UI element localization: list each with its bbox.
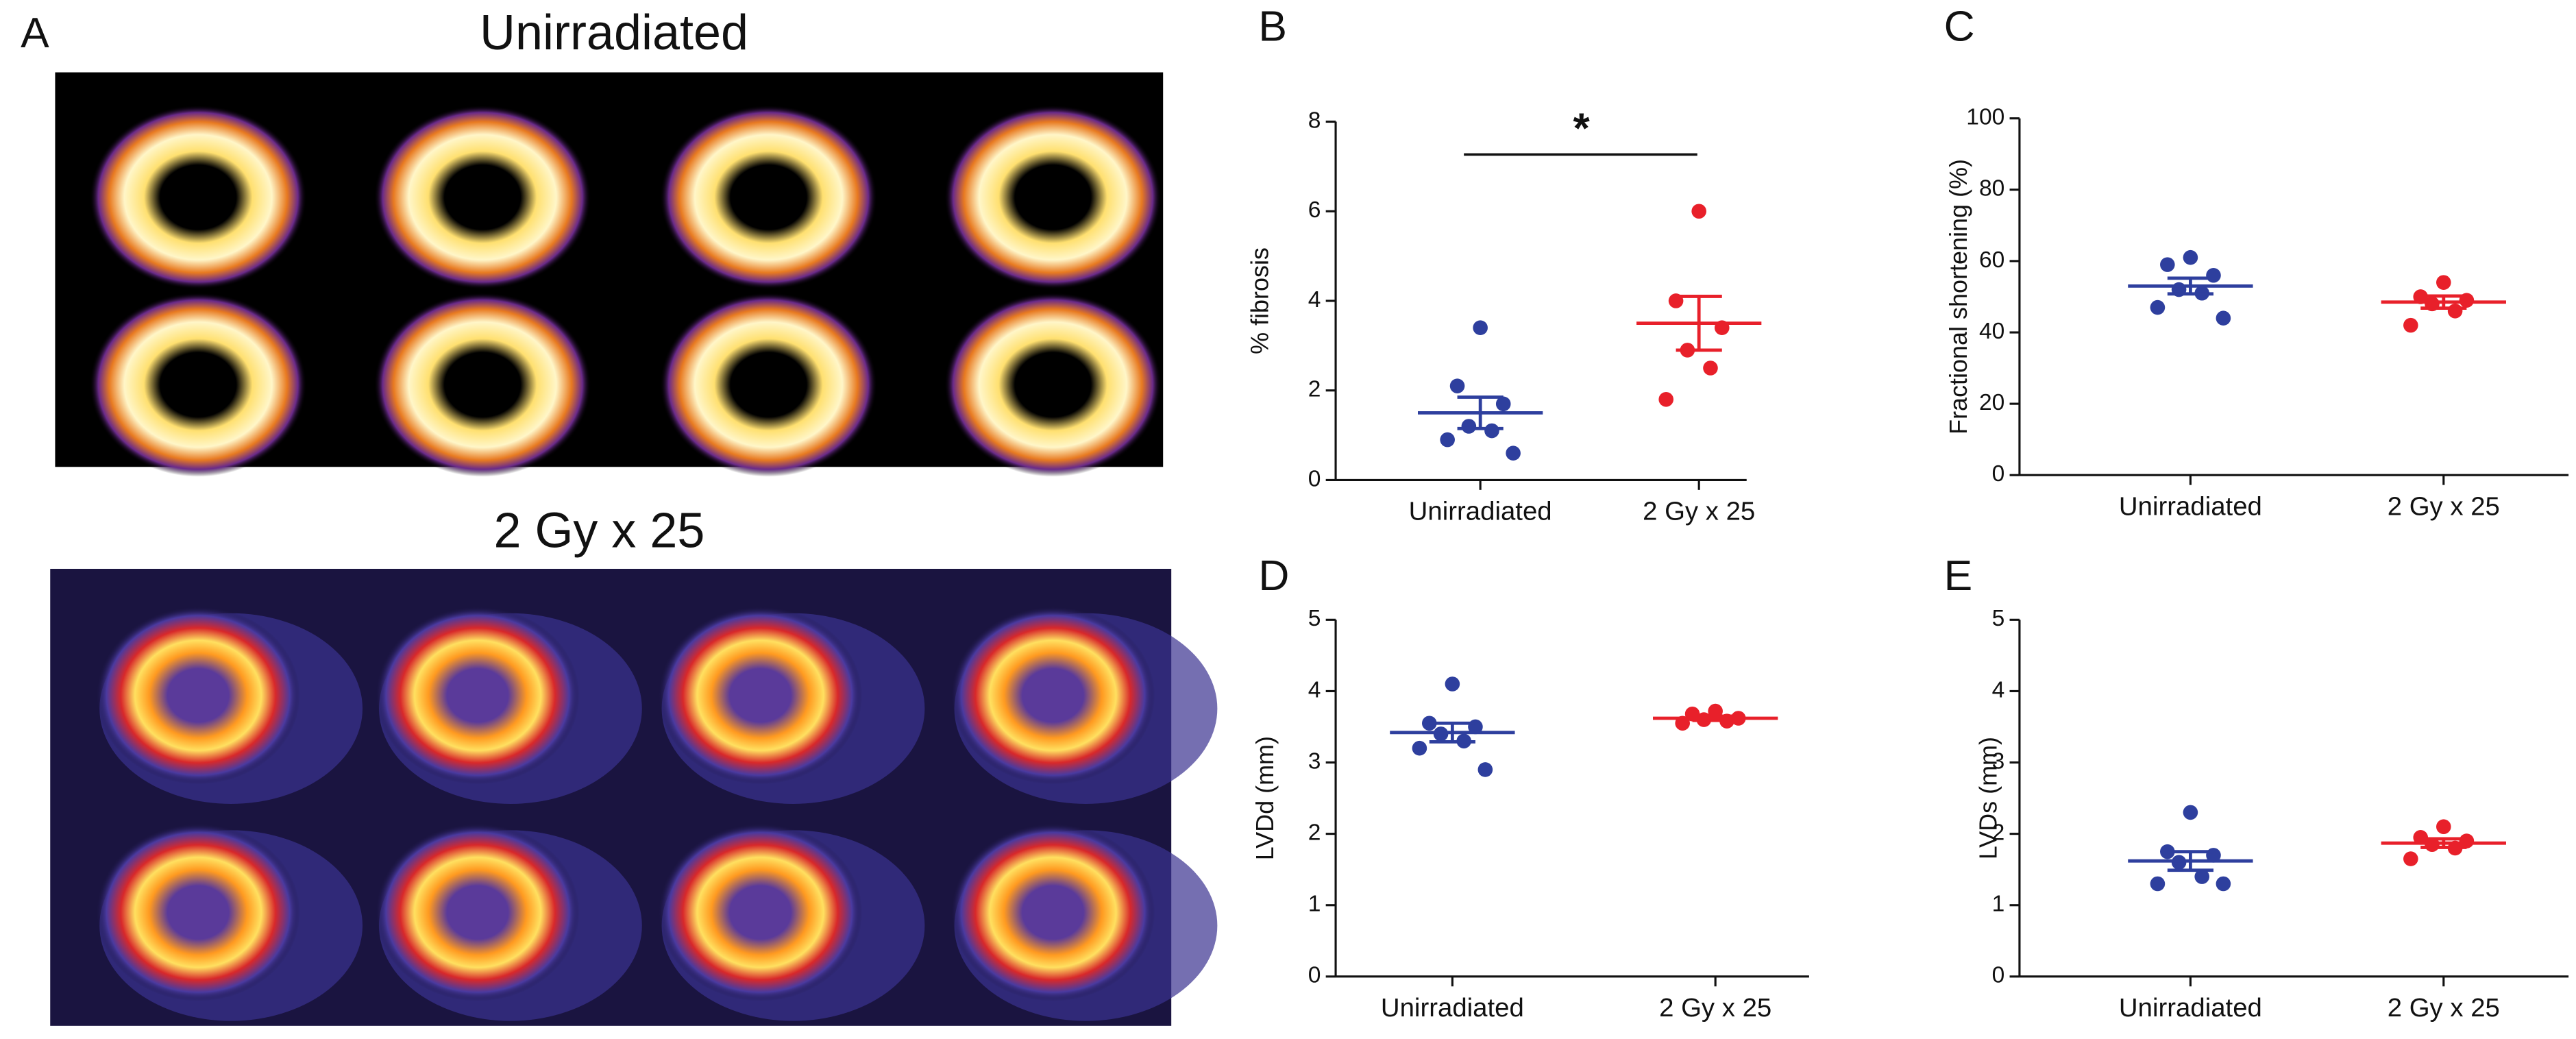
y-tick-label: 2 [1308,820,1321,846]
significance-mark: * [1573,105,1591,152]
y-tick-label: 100 [1966,105,2004,130]
x-tick-label: Unirradiated [2119,491,2262,521]
y-axis-label: % fibrosis [1246,247,1274,354]
heart-slice [950,823,1155,1001]
y-tick-label: 8 [1308,108,1321,133]
data-point [1703,360,1718,376]
heart-slice [658,823,863,1001]
data-point [2436,819,2451,835]
y-tick-label: 2 [1992,820,2005,846]
x-tick-label: 2 Gy x 25 [1659,993,1771,1023]
y-tick-label: 6 [1308,197,1321,223]
data-point [1691,204,1706,219]
heart-images [89,105,1218,1021]
y-axis-label: Fractional shortening (%) [1944,159,1972,435]
heart-slice [89,105,307,290]
y-tick-label: 4 [1308,677,1321,702]
y-tick-label: 0 [1308,963,1321,988]
panel-letter: B [1258,3,1287,51]
heart-slice [658,607,863,785]
data-point [2183,805,2198,820]
data-point [1461,419,1477,434]
heart-slice [96,823,300,1001]
data-point [1484,423,1499,439]
data-point [1412,740,1427,756]
y-tick-label: 20 [1979,390,2004,415]
image-title: 2 Gy x 25 [493,504,704,559]
x-tick-label: Unirradiated [2119,993,2262,1023]
heart-slice [376,823,580,1001]
data-point [1440,432,1455,448]
heart-slice [89,292,307,477]
x-tick-label: 2 Gy x 25 [2388,491,2500,521]
data-point [2160,257,2175,272]
y-tick-label: 60 [1979,247,2004,273]
image-title: Unirradiated [480,5,748,60]
panel-letter: A [21,10,49,57]
y-tick-label: 5 [1992,606,2005,631]
heart-slice [373,292,591,477]
y-axis-label: LVDs (mm) [1974,737,2002,859]
y-tick-label: 1 [1992,892,2005,917]
data-point [2403,851,2418,866]
data-point [1421,716,1437,731]
data-point [2183,249,2198,265]
data-point [1506,445,1521,461]
data-point [1445,676,1460,692]
y-tick-label: 80 [1979,176,2004,201]
data-point [2436,275,2451,290]
data-point [2447,303,2463,319]
heart-slice [660,292,877,477]
y-tick-label: 0 [1992,963,2005,988]
y-tick-label: 2 [1308,377,1321,402]
heart-slice [376,607,580,785]
heart-slice [950,607,1155,785]
data-point [1473,320,1488,335]
data-point [1658,391,1674,407]
panel-letter: D [1258,552,1289,600]
x-tick-label: 2 Gy x 25 [1643,497,1755,526]
y-tick-label: 4 [1308,287,1321,313]
panel-letter: C [1944,3,1975,51]
y-tick-label: 0 [1992,461,2005,487]
x-tick-label: Unirradiated [1381,993,1524,1023]
y-tick-label: 1 [1308,892,1321,917]
x-tick-label: 2 Gy x 25 [2388,993,2500,1023]
heart-slice [373,105,591,290]
y-tick-label: 4 [1992,677,2005,702]
data-point [2194,869,2209,884]
data-point [2150,300,2166,315]
data-point [2150,876,2166,892]
y-axis-label: LVDd (mm) [1251,736,1279,860]
data-point [1477,762,1493,777]
y-tick-label: 40 [1979,319,2004,344]
heart-slice [944,105,1162,290]
data-point [2206,267,2221,283]
heart-slice [96,607,300,785]
data-point [2216,310,2231,326]
x-tick-label: Unirradiated [1409,497,1552,526]
heart-slice [660,105,877,290]
data-point [2216,876,2231,892]
y-tick-label: 0 [1308,466,1321,491]
data-point [2403,317,2418,333]
y-tick-label: 3 [1992,748,2005,774]
data-point [1495,396,1511,412]
panel-letter: E [1944,552,1973,600]
y-tick-label: 5 [1308,606,1321,631]
y-tick-label: 3 [1308,748,1321,774]
data-point [1449,378,1465,393]
heart-slice [944,292,1162,477]
